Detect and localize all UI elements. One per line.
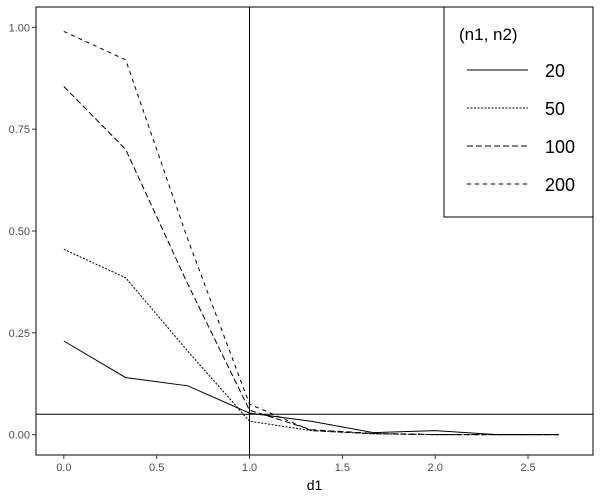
x-axis: 0.0 0.5 1.0 1.5 2.0 2.5 — [56, 455, 536, 474]
y-tick-label: 0.75 — [9, 124, 30, 136]
series-line-20 — [63, 340, 559, 436]
legend-label-100: 100 — [545, 137, 575, 157]
reference-lines — [36, 7, 593, 455]
series-layer — [63, 30, 559, 436]
x-tick-label: 1.5 — [335, 462, 350, 474]
y-tick-label: 0.50 — [9, 226, 30, 238]
y-axis: 0.00 0.25 0.50 0.75 1.00 — [9, 22, 36, 442]
x-tick-label: 0.0 — [56, 462, 71, 474]
series-line-50 — [63, 248, 559, 436]
legend: (n1, n2) 20 50 100 200 — [443, 6, 594, 218]
x-tick-label: 1.0 — [242, 462, 257, 474]
x-tick-label: 2.0 — [428, 462, 443, 474]
legend-label-20: 20 — [545, 61, 565, 81]
legend-box — [443, 6, 594, 218]
x-axis-title: d1 — [307, 477, 323, 493]
y-tick-label: 1.00 — [9, 22, 30, 34]
y-tick-label: 0.00 — [9, 430, 30, 442]
legend-label-200: 200 — [545, 175, 575, 195]
legend-label-50: 50 — [545, 99, 565, 119]
legend-title: (n1, n2) — [459, 25, 518, 44]
x-tick-label: 0.5 — [149, 462, 164, 474]
x-tick-label: 2.5 — [520, 462, 535, 474]
series-line-200 — [63, 30, 559, 436]
y-tick-label: 0.25 — [9, 328, 30, 340]
